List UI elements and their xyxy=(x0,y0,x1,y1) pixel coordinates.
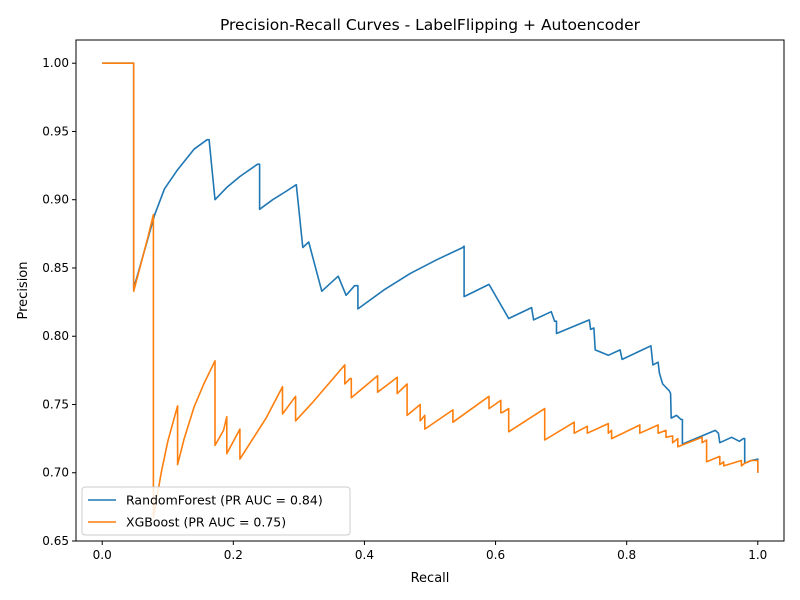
y-tick-label: 0.90 xyxy=(42,193,69,207)
series-line-xgboost xyxy=(102,62,759,519)
x-tick-label: 1.0 xyxy=(748,548,767,562)
legend-box xyxy=(81,486,351,536)
x-tick-label: 0.6 xyxy=(486,548,505,562)
legend: RandomForest (PR AUC = 0.84) XGBoost (PR … xyxy=(81,486,351,536)
y-tick-label: 0.65 xyxy=(42,534,69,548)
series-line-randomforest xyxy=(102,62,759,473)
x-tick-label: 0.0 xyxy=(93,548,112,562)
axes-frame xyxy=(75,39,785,542)
legend-entry: XGBoost (PR AUC = 0.75) xyxy=(126,515,286,530)
x-tick-label: 0.2 xyxy=(224,548,243,562)
y-tick-label: 1.00 xyxy=(42,56,69,70)
x-axis-label: Recall xyxy=(411,571,450,586)
y-axis-ticks: 0.65 0.70 0.75 0.80 0.85 0.90 0.95 1.00 xyxy=(42,56,76,548)
y-axis-label: Precision xyxy=(16,261,31,319)
x-axis-ticks: 0.0 0.2 0.4 0.6 0.8 1.0 xyxy=(93,541,767,562)
y-tick-label: 0.75 xyxy=(42,397,69,411)
y-tick-label: 0.85 xyxy=(42,261,69,275)
legend-entry: RandomForest (PR AUC = 0.84) xyxy=(126,493,323,508)
y-tick-label: 0.95 xyxy=(42,124,69,138)
y-tick-label: 0.80 xyxy=(42,329,69,343)
chart-title: Precision-Recall Curves - LabelFlipping … xyxy=(220,16,641,34)
x-tick-label: 0.8 xyxy=(617,548,636,562)
x-tick-label: 0.4 xyxy=(355,548,374,562)
y-tick-label: 0.70 xyxy=(42,466,69,480)
plot-area xyxy=(102,62,759,519)
